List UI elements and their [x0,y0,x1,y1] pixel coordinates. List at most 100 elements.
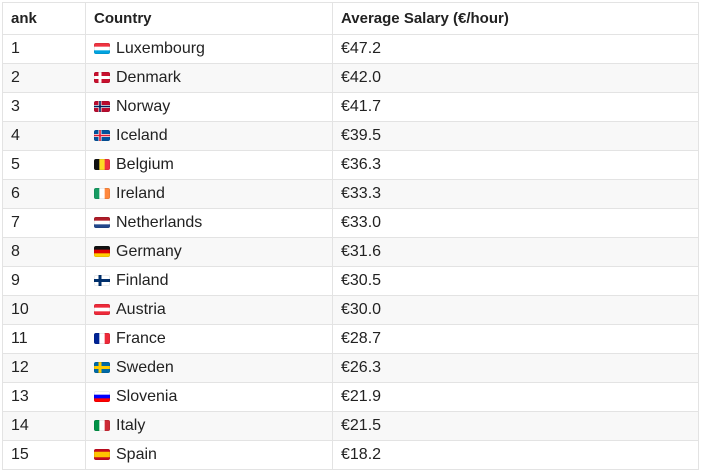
cell-text: €30.0 [341,301,382,318]
flag-icon [94,159,110,170]
cell-text: Netherlands [116,214,203,231]
country-cell: Denmark [85,63,333,93]
cell-text: Norway [116,98,171,115]
cell-text: France [116,330,166,347]
cell-text: Slovenia [116,388,178,405]
salary-cell: €30.0 [332,295,699,325]
table-row: 10 Austria €30.0 [2,295,699,325]
cell-text: €30.5 [341,272,382,289]
table-row: 3 Norway €41.7 [2,92,699,122]
cell-text: €41.7 [341,98,382,115]
cell-text: €21.9 [341,388,382,405]
country-cell: Austria [85,295,333,325]
salary-cell: €18.2 [332,440,699,470]
table-row: 1 Luxembourg €47.2 [2,34,699,64]
flag-icon [94,391,110,402]
flag-icon [94,449,110,460]
cell-text: Luxembourg [116,40,205,57]
cell-text: 3 [11,98,20,115]
rank-cell: 15 [2,440,86,470]
rank-cell: 4 [2,121,86,151]
cell-text: Germany [116,243,182,260]
country-cell: Germany [85,237,333,267]
salary-cell: €31.6 [332,237,699,267]
flag-icon [94,72,110,83]
cell-text: €39.5 [341,127,382,144]
cell-text: Iceland [116,127,168,144]
flag-icon [94,362,110,373]
country-cell: Finland [85,266,333,296]
cell-text: Ireland [116,185,165,202]
salary-cell: €41.7 [332,92,699,122]
country-cell: France [85,324,333,354]
flag-icon [94,130,110,141]
table-row: 12 Sweden €26.3 [2,353,699,383]
cell-text: Austria [116,301,166,318]
cell-text: 12 [11,359,29,376]
rank-cell: 3 [2,92,86,122]
cell-text: €28.7 [341,330,382,347]
rank-cell: 10 [2,295,86,325]
rank-cell: 6 [2,179,86,209]
flag-icon [94,188,110,199]
salary-cell: €28.7 [332,324,699,354]
salary-cell: €47.2 [332,34,699,64]
country-cell: Iceland [85,121,333,151]
header-cell: Country [85,2,333,35]
country-cell: Norway [85,92,333,122]
cell-text: 5 [11,156,20,173]
table-row: 4 Iceland €39.5 [2,121,699,151]
cell-text: €33.3 [341,185,382,202]
flag-icon [94,217,110,228]
flag-icon [94,101,110,112]
cell-text: 1 [11,40,20,57]
cell-text: 2 [11,69,20,86]
country-cell: Luxembourg [85,34,333,64]
cell-text: Denmark [116,69,181,86]
flag-icon [94,420,110,431]
table-row: 2 Denmark €42.0 [2,63,699,93]
cell-text: €18.2 [341,446,382,463]
rank-cell: 12 [2,353,86,383]
country-cell: Slovenia [85,382,333,412]
rank-cell: 2 [2,63,86,93]
salary-cell: €21.9 [332,382,699,412]
cell-text: Belgium [116,156,174,173]
rank-cell: 9 [2,266,86,296]
cell-text: €33.0 [341,214,382,231]
header-cell: ank [2,2,86,35]
cell-text: €47.2 [341,40,382,57]
rank-cell: 5 [2,150,86,180]
cell-text: 11 [11,330,28,347]
country-cell: Spain [85,440,333,470]
salary-cell: €33.3 [332,179,699,209]
cell-text: €21.5 [341,417,382,434]
salary-cell: €30.5 [332,266,699,296]
cell-text: 10 [11,301,29,318]
flag-icon [94,304,110,315]
cell-text: 15 [11,446,29,463]
rank-cell: 8 [2,237,86,267]
table-row: 5 Belgium €36.3 [2,150,699,180]
rank-cell: 1 [2,34,86,64]
salary-table: ank Country Average Salary (€/hour) 1 Lux… [2,2,699,470]
table-row: 8 Germany €31.6 [2,237,699,267]
flag-icon [94,333,110,344]
cell-text: Finland [116,272,169,289]
salary-cell: €26.3 [332,353,699,383]
table-body: 1 Luxembourg €47.2 2 Denmark €42.0 3 Norway €41.… [2,34,699,470]
salary-cell: €39.5 [332,121,699,151]
table-row: 15 Spain €18.2 [2,440,699,470]
cell-text: Spain [116,446,157,463]
cell-text: 7 [11,214,20,231]
rank-cell: 7 [2,208,86,238]
cell-text: €36.3 [341,156,382,173]
cell-text: €42.0 [341,69,382,86]
cell-text: 6 [11,185,20,202]
table-row: 9 Finland €30.5 [2,266,699,296]
salary-cell: €33.0 [332,208,699,238]
rank-cell: 13 [2,382,86,412]
table-row: 11 France €28.7 [2,324,699,354]
cell-text: Sweden [116,359,174,376]
cell-text: 14 [11,417,29,434]
